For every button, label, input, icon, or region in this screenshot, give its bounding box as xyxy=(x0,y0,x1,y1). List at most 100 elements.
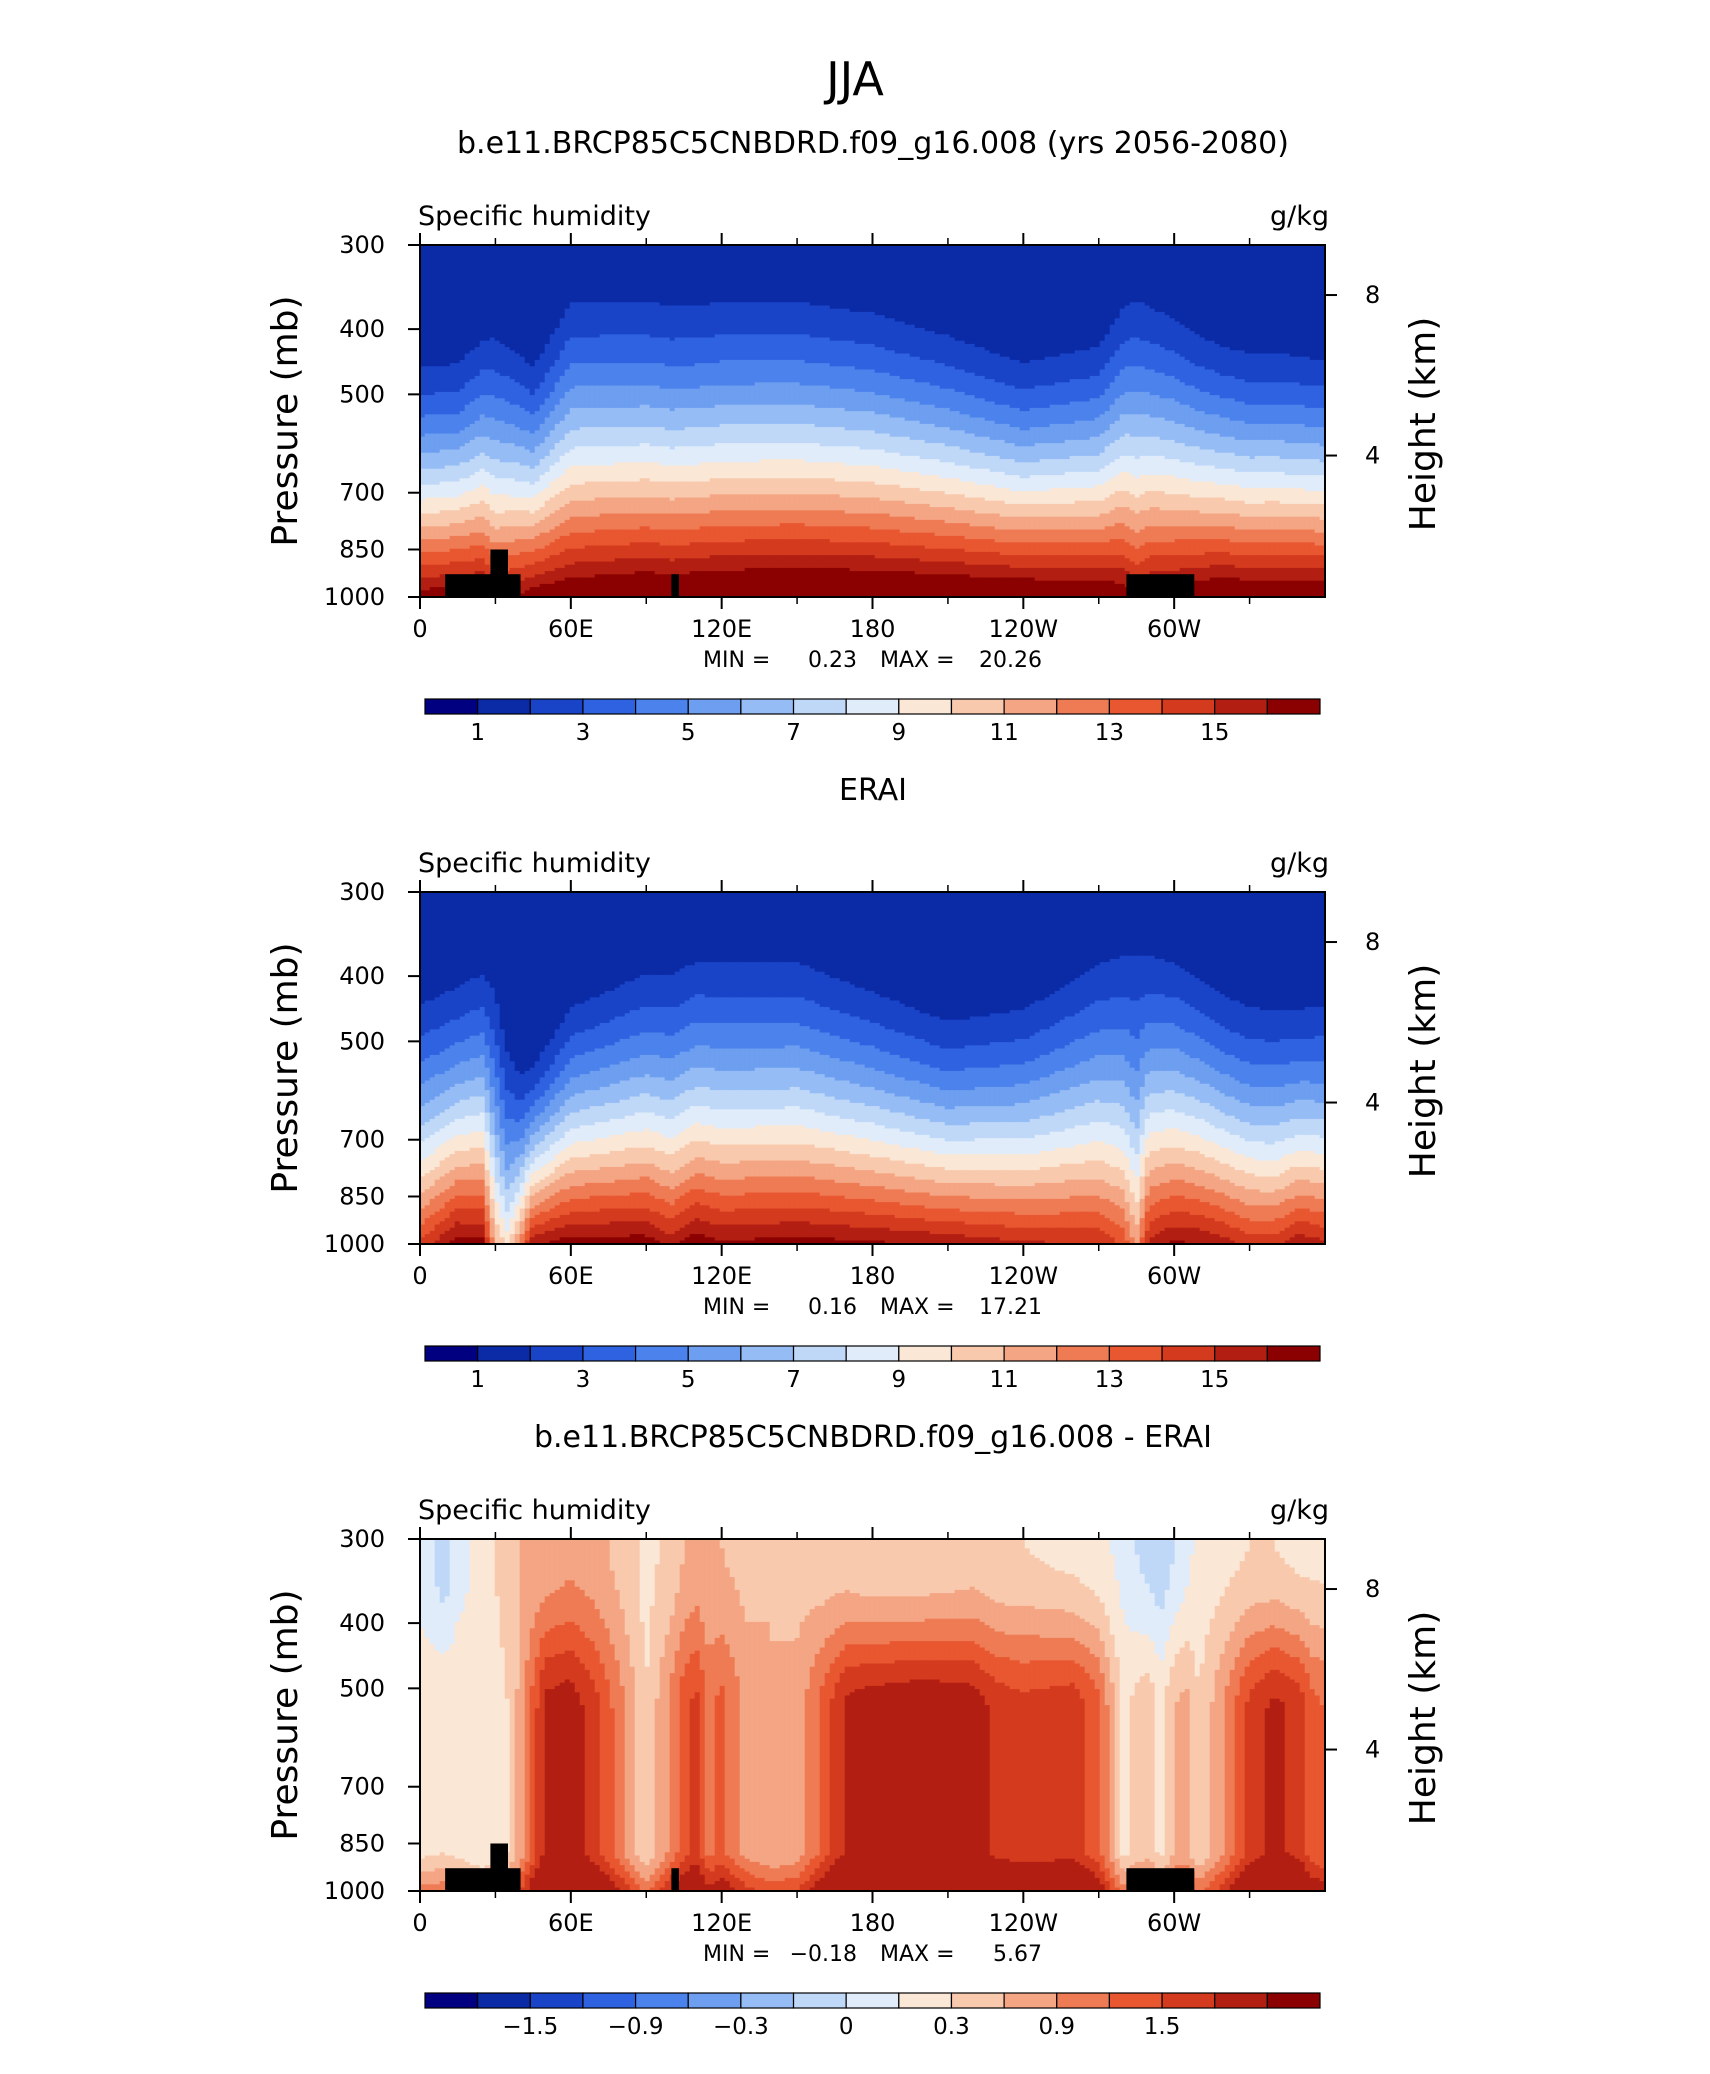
contour-band xyxy=(519,551,526,569)
contour-band xyxy=(654,1211,661,1229)
contour-band xyxy=(464,1208,471,1226)
contour-band xyxy=(959,1106,966,1127)
contour-band xyxy=(889,1202,896,1216)
contour-band xyxy=(704,526,711,544)
contour-band xyxy=(889,1000,896,1031)
contour-band xyxy=(809,555,816,569)
contour-band xyxy=(904,1080,911,1098)
contour-band xyxy=(954,1106,961,1127)
contour-band xyxy=(759,443,766,460)
contour-band xyxy=(1234,542,1241,556)
contour-band xyxy=(979,468,986,486)
contour-band xyxy=(444,539,451,553)
contour-band xyxy=(939,507,946,521)
contour-band xyxy=(1039,892,1046,1002)
contour-band xyxy=(1014,555,1021,569)
contour-band xyxy=(744,539,751,556)
contour-band xyxy=(534,1205,541,1216)
contour-band xyxy=(849,1061,856,1085)
contour-band xyxy=(1169,555,1176,572)
contour-band xyxy=(479,1163,486,1181)
contour-band xyxy=(1264,555,1271,569)
contour-band xyxy=(894,500,901,518)
contour-band xyxy=(489,1086,496,1114)
contour-band xyxy=(829,1147,836,1165)
contour-band xyxy=(849,542,856,556)
contour-band xyxy=(904,532,911,547)
contour-band xyxy=(554,1192,561,1207)
contour-band xyxy=(1064,1016,1071,1047)
contour-band xyxy=(829,1237,836,1244)
contour-band xyxy=(759,359,766,384)
contour-band xyxy=(1124,542,1131,560)
contour-band xyxy=(534,587,541,597)
contour-band xyxy=(924,1166,931,1181)
contour-band xyxy=(899,892,906,1005)
contour-band xyxy=(1114,523,1121,540)
contour-band xyxy=(779,1221,786,1239)
contour-band xyxy=(569,1211,576,1226)
contour-band xyxy=(434,414,441,435)
contour-band xyxy=(824,1163,831,1181)
contour-band xyxy=(839,1080,846,1101)
contour-band xyxy=(574,337,581,364)
contour-band xyxy=(564,892,571,1015)
contour-band xyxy=(909,503,916,518)
contour-band xyxy=(769,359,776,384)
contour-band xyxy=(584,407,591,428)
contour-band xyxy=(444,433,451,451)
contour-band xyxy=(569,1237,576,1244)
contour-band xyxy=(759,478,766,496)
contour-band xyxy=(849,411,856,432)
contour-band xyxy=(814,478,821,496)
contour-band xyxy=(544,1150,551,1165)
contour-band xyxy=(944,334,951,368)
contour-band xyxy=(559,1048,566,1072)
contour-band xyxy=(1184,385,1191,406)
contour-band xyxy=(724,404,731,425)
contour-band xyxy=(1169,475,1176,496)
contour-band xyxy=(564,1202,571,1216)
contour-band xyxy=(649,1163,656,1181)
contour-band xyxy=(779,523,786,540)
contour-band xyxy=(544,500,551,518)
contour-band xyxy=(939,1070,946,1091)
contour-band xyxy=(869,1214,876,1229)
contour-band xyxy=(609,481,616,499)
contour-band xyxy=(1179,423,1186,444)
contour-band xyxy=(774,962,781,999)
contour-band xyxy=(1299,245,1306,358)
contour-band xyxy=(694,1189,701,1203)
contour-band xyxy=(944,1125,951,1143)
contour-band xyxy=(999,1186,1006,1200)
contour-band xyxy=(809,1000,816,1031)
contour-band xyxy=(734,1179,741,1197)
contour-band xyxy=(614,987,621,1018)
contour-band xyxy=(1044,1115,1051,1136)
contour-band xyxy=(859,1064,866,1088)
contour-band xyxy=(429,564,436,579)
contour-band xyxy=(1194,245,1201,336)
contour-band xyxy=(1064,459,1071,473)
contour-band xyxy=(894,1096,901,1114)
contour-band xyxy=(559,375,566,400)
contour-band xyxy=(754,1144,761,1162)
contour-band xyxy=(1244,439,1251,457)
contour-band xyxy=(1154,542,1161,556)
contour-band xyxy=(1024,363,1031,390)
contour-band xyxy=(649,1006,656,1034)
contour-band xyxy=(724,385,731,406)
contour-band xyxy=(989,1013,996,1043)
contour-band xyxy=(444,990,451,1024)
contour-band xyxy=(999,555,1006,566)
contour-band xyxy=(944,1182,951,1197)
contour-band xyxy=(1164,398,1171,422)
contour-band xyxy=(549,1083,556,1101)
contour-band xyxy=(499,892,506,1031)
contour-band xyxy=(689,465,696,483)
contour-band xyxy=(1119,395,1126,416)
contour-band xyxy=(494,1106,501,1136)
contour-band xyxy=(729,1022,736,1050)
contour-band xyxy=(939,548,946,563)
contour-band xyxy=(729,1070,736,1091)
